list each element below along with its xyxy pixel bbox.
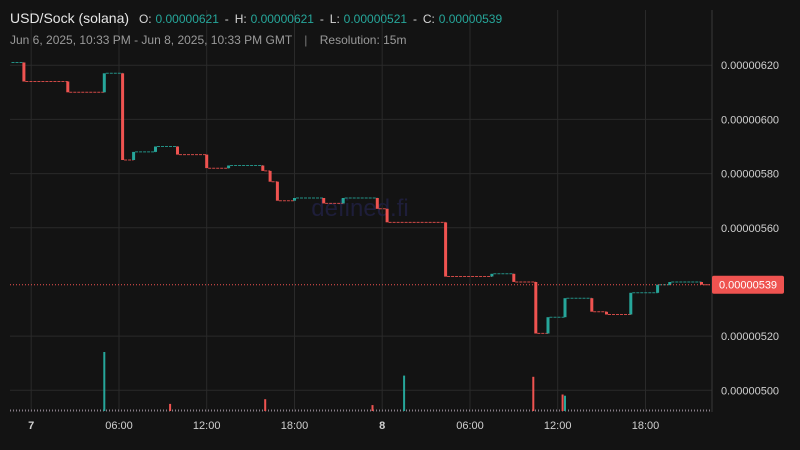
candle-body xyxy=(590,298,594,312)
open-value: 0.00000621 xyxy=(155,12,219,26)
candle-body xyxy=(261,165,265,171)
y-tick-label: 0.00000600 xyxy=(721,114,779,126)
candle-body xyxy=(546,317,550,334)
volume-bar xyxy=(264,399,267,411)
candles xyxy=(11,62,710,334)
chart-header-ohlc: USD/Sock (solana) O: 0.00000621 - H: 0.0… xyxy=(10,10,502,26)
candle-body xyxy=(668,282,672,285)
volume-bar xyxy=(371,405,374,411)
low-value: 0.00000521 xyxy=(343,12,408,26)
candle-body xyxy=(512,273,516,282)
watermark: defined.fi xyxy=(311,195,408,222)
y-tick-label: 0.00000500 xyxy=(721,385,779,397)
dash-2: - xyxy=(319,12,324,26)
candle-body xyxy=(154,146,157,152)
y-axis: 0.00000620 0.00000600 0.00000580 0.00000560… xyxy=(721,60,779,397)
dash-1: - xyxy=(224,12,229,26)
volume-bar xyxy=(564,395,566,411)
candle-body xyxy=(227,165,231,169)
y-tick-label: 0.00000560 xyxy=(721,223,779,235)
pair-name: USD/Sock (solana) xyxy=(10,10,130,26)
last-price-label: 0.00000539 xyxy=(719,280,777,292)
low-label: L: xyxy=(329,12,340,26)
chart-header-range: Jun 6, 2025, 10:33 PM - Jun 8, 2025, 10:… xyxy=(10,33,406,47)
high-value: 0.00000621 xyxy=(250,12,314,26)
grid-lines xyxy=(10,10,712,412)
candle-body xyxy=(534,282,538,334)
candle-body xyxy=(102,73,106,93)
candle-body xyxy=(322,198,326,204)
x-tick-label: 18:00 xyxy=(632,420,660,432)
open-label: O: xyxy=(138,12,152,26)
candle-body xyxy=(375,198,379,209)
y-tick-label: 0.00000520 xyxy=(721,331,779,343)
candle-body xyxy=(293,198,296,201)
x-tick-label: 12:00 xyxy=(193,420,221,432)
time-range: Jun 6, 2025, 10:33 PM - Jun 8, 2025, 10:… xyxy=(10,33,292,47)
resolution-label: Resolution: 15m xyxy=(319,33,407,47)
x-tick-label: 06:00 xyxy=(456,420,484,432)
candle-body xyxy=(605,311,608,315)
x-tick-label: 06:00 xyxy=(105,420,133,432)
candle-body xyxy=(268,170,272,182)
y-tick-label: 0.00000580 xyxy=(721,169,779,181)
candle-body xyxy=(700,282,703,285)
candle-body xyxy=(275,181,279,201)
header-separator: | xyxy=(304,33,308,47)
candle-body xyxy=(176,146,179,155)
dash-3: - xyxy=(412,12,417,26)
volume-bar xyxy=(532,376,535,411)
volume-bar xyxy=(561,394,564,411)
y-tick-label: 0.00000620 xyxy=(721,60,779,72)
volume-bar xyxy=(169,403,172,411)
candle-body xyxy=(444,222,448,277)
x-tick-label: 7 xyxy=(28,420,34,432)
candle-body xyxy=(656,284,660,293)
volume-bar xyxy=(103,352,106,411)
candle-body xyxy=(341,198,345,204)
candle-body xyxy=(629,292,633,315)
candle-body xyxy=(66,81,70,93)
last-price-badge xyxy=(712,275,784,294)
candle-body xyxy=(490,273,494,277)
x-tick-label: 12:00 xyxy=(544,420,572,432)
high-label: H: xyxy=(234,12,247,26)
x-tick-label: 8 xyxy=(379,420,385,432)
candle-body xyxy=(22,62,26,82)
candle-body xyxy=(563,298,567,318)
volume-bar xyxy=(403,375,406,411)
volume-bars xyxy=(10,352,712,412)
candle-body xyxy=(385,208,389,223)
candle-body xyxy=(132,151,136,160)
close-value: 0.00000539 xyxy=(438,12,503,26)
close-label: C: xyxy=(422,12,435,26)
x-axis: 7 06:00 12:00 18:00 8 06:00 12:00 18:00 xyxy=(28,420,659,432)
candle-body xyxy=(121,73,125,160)
x-tick-label: 18:00 xyxy=(281,420,309,432)
candle-body xyxy=(205,154,209,169)
